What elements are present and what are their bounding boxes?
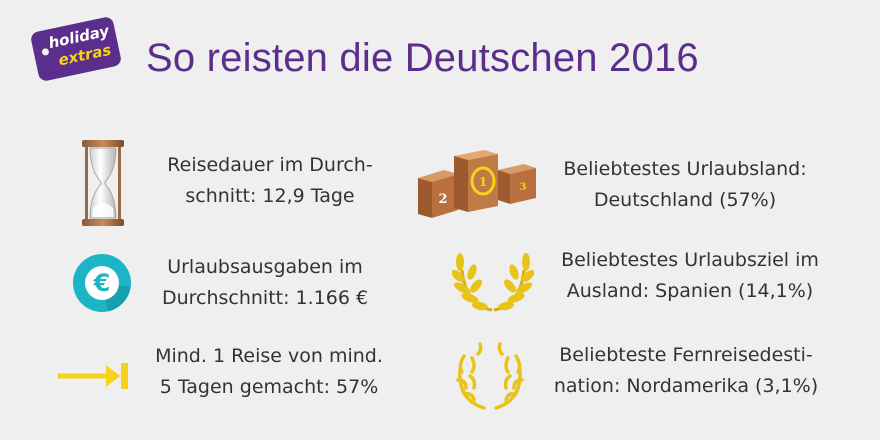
arrow-right-icon bbox=[58, 363, 128, 389]
hourglass-icon bbox=[82, 140, 124, 226]
podium-label-2: 2 bbox=[438, 192, 447, 207]
vacation-spending-line-2: Durchschnitt: 1.166 € bbox=[161, 287, 369, 309]
gold-laurel-icon bbox=[452, 253, 534, 312]
podium-label-1: 1 bbox=[479, 175, 487, 189]
laurel-wreath-icon bbox=[456, 342, 524, 410]
euro-icon: € bbox=[73, 254, 131, 312]
top-country-line-1: Beliebtestes Urlaubsland: bbox=[563, 158, 807, 180]
min-trip-line-2: 5 Tagen gemacht: 57% bbox=[159, 376, 379, 398]
podium-label-3: 3 bbox=[520, 182, 527, 193]
svg-text:€: € bbox=[93, 269, 111, 297]
vacation-spending-text: Urlaubsausgaben im Durchschnitt: 1.166 € bbox=[140, 252, 390, 314]
top-abroad-line-1: Beliebtestes Urlaubsziel im bbox=[561, 249, 819, 271]
travel-duration-line-1: Reisedauer im Durch- bbox=[167, 154, 373, 176]
min-trip-text: Mind. 1 Reise von mind. 5 Tagen gemacht:… bbox=[138, 341, 400, 403]
travel-duration-text: Reisedauer im Durch- schnitt: 12,9 Tage bbox=[150, 150, 390, 212]
holiday-extras-logo: holiday extras bbox=[28, 15, 123, 83]
podium-icon: 2 1 3 bbox=[418, 150, 536, 218]
vacation-spending-line-1: Urlaubsausgaben im bbox=[167, 256, 363, 278]
logo-tag-hole bbox=[41, 47, 50, 57]
top-country-line-2: Deutschland (57%) bbox=[593, 189, 777, 211]
top-abroad-line-2: Ausland: Spanien (14,1%) bbox=[566, 280, 814, 302]
page-title: So reisten die Deutschen 2016 bbox=[146, 36, 699, 80]
top-abroad-text: Beliebtestes Urlaubsziel im Ausland: Spa… bbox=[546, 245, 834, 307]
min-trip-line-1: Mind. 1 Reise von mind. bbox=[155, 345, 383, 367]
long-haul-text: Beliebteste Fernreisedesti- nation: Nord… bbox=[546, 340, 826, 402]
travel-duration-line-2: schnitt: 12,9 Tage bbox=[185, 185, 355, 207]
long-haul-line-1: Beliebteste Fernreisedesti- bbox=[559, 344, 813, 366]
top-country-text: Beliebtestes Urlaubsland: Deutschland (5… bbox=[546, 154, 824, 216]
long-haul-line-2: nation: Nordamerika (3,1%) bbox=[553, 375, 819, 397]
podium-first-laurel bbox=[470, 166, 496, 196]
